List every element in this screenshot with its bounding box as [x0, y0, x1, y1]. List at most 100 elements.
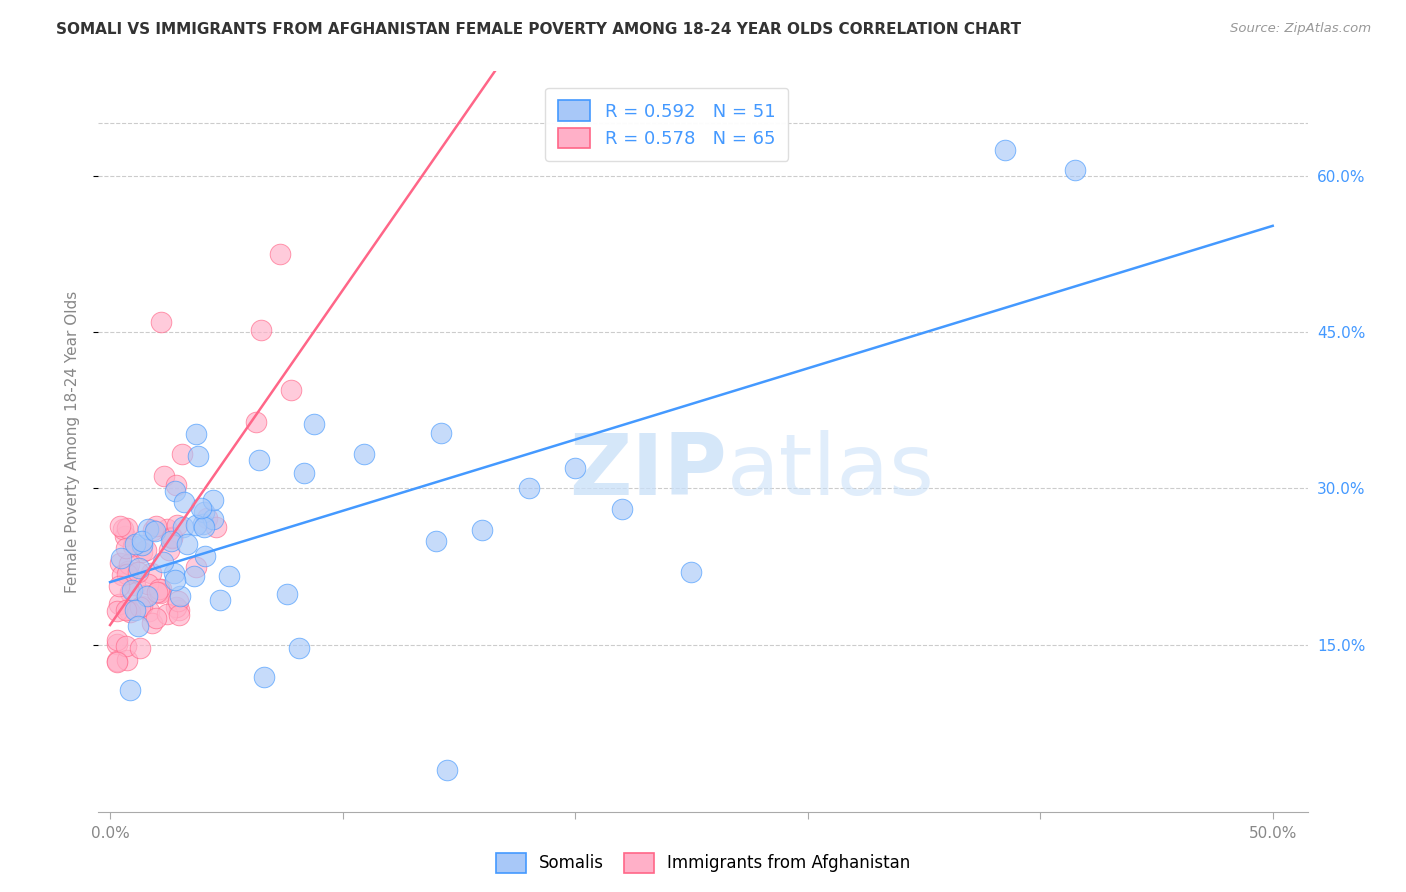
Point — [610, 502, 633, 516]
Point — [149, 586, 172, 600]
Point — [110, 557, 132, 571]
Point — [157, 542, 180, 557]
Point — [436, 763, 458, 777]
Point — [169, 589, 191, 603]
Point — [115, 567, 138, 582]
Point — [172, 520, 194, 534]
Point — [183, 569, 205, 583]
Point — [114, 603, 136, 617]
Point — [105, 636, 128, 650]
Point — [193, 505, 215, 519]
Point — [150, 315, 173, 329]
Point — [105, 654, 128, 668]
Point — [115, 541, 138, 555]
Point — [193, 520, 215, 534]
Point — [121, 583, 143, 598]
Point — [128, 600, 150, 615]
Point — [245, 416, 267, 430]
Point — [169, 603, 191, 617]
Point — [121, 539, 143, 553]
Point — [115, 639, 138, 653]
Legend: R = 0.592   N = 51, R = 0.578   N = 65: R = 0.592 N = 51, R = 0.578 N = 65 — [546, 87, 789, 161]
Point — [107, 597, 129, 611]
Point — [145, 519, 167, 533]
Point — [156, 607, 179, 622]
Point — [148, 585, 170, 599]
Point — [166, 518, 188, 533]
Point — [156, 522, 179, 536]
Point — [253, 670, 276, 684]
Point — [184, 518, 207, 533]
Text: atlas: atlas — [727, 430, 935, 513]
Point — [131, 599, 153, 614]
Point — [167, 607, 190, 622]
Point — [187, 449, 209, 463]
Point — [176, 536, 198, 550]
Point — [117, 521, 139, 535]
Point — [114, 529, 136, 543]
Point — [287, 641, 309, 656]
Point — [136, 576, 159, 591]
Point — [135, 543, 157, 558]
Point — [159, 533, 181, 548]
Point — [218, 569, 240, 583]
Point — [127, 566, 149, 580]
Point — [128, 560, 150, 574]
Point — [184, 427, 207, 442]
Point — [115, 652, 138, 666]
Point — [165, 599, 187, 614]
Point — [118, 682, 141, 697]
Point — [471, 523, 494, 537]
Point — [131, 544, 153, 558]
Point — [136, 589, 159, 603]
Point — [112, 522, 135, 536]
Point — [105, 655, 128, 669]
Point — [136, 522, 159, 536]
Point — [108, 579, 131, 593]
Point — [304, 417, 326, 431]
Text: Source: ZipAtlas.com: Source: ZipAtlas.com — [1230, 22, 1371, 36]
Point — [110, 551, 132, 566]
Point — [163, 573, 186, 587]
Point — [117, 564, 139, 578]
Point — [681, 565, 703, 579]
Point — [194, 549, 217, 564]
Point — [118, 585, 141, 599]
Point — [160, 531, 183, 545]
Point — [166, 594, 188, 608]
Point — [353, 447, 375, 461]
Point — [149, 582, 172, 596]
Point — [250, 323, 273, 337]
Point — [124, 603, 146, 617]
Point — [201, 512, 224, 526]
Point — [429, 425, 451, 440]
Point — [197, 510, 219, 524]
Point — [105, 604, 128, 618]
Point — [163, 484, 186, 499]
Point — [517, 482, 540, 496]
Point — [205, 519, 228, 533]
Point — [425, 533, 447, 548]
Point — [249, 452, 271, 467]
Point — [135, 588, 157, 602]
Point — [145, 611, 167, 625]
Point — [153, 469, 176, 483]
Point — [280, 383, 302, 397]
Point — [994, 143, 1017, 157]
Point — [138, 604, 160, 618]
Point — [129, 640, 152, 655]
Point — [127, 619, 149, 633]
Point — [190, 500, 212, 515]
Point — [208, 593, 231, 607]
Point — [191, 517, 214, 532]
Point — [143, 524, 166, 539]
Point — [131, 534, 153, 549]
Point — [160, 530, 183, 544]
Point — [165, 478, 187, 492]
Point — [124, 578, 146, 592]
Text: ZIP: ZIP — [569, 430, 727, 513]
Point — [110, 567, 132, 582]
Point — [146, 585, 169, 599]
Point — [118, 558, 141, 572]
Point — [202, 492, 225, 507]
